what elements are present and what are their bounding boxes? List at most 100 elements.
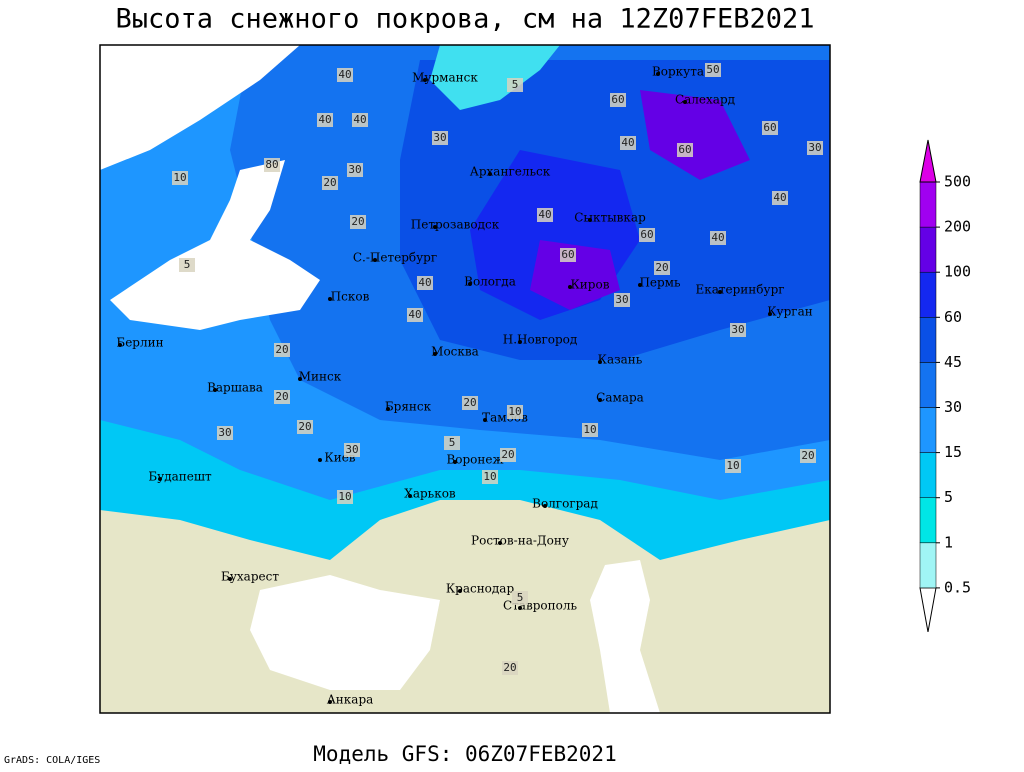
colorbar-band <box>919 452 937 498</box>
contour-label: 30 <box>615 293 628 306</box>
city-dot <box>518 606 522 610</box>
city-dot <box>543 504 547 508</box>
contour-label-box <box>705 63 721 77</box>
city-label: Курган <box>767 305 812 319</box>
colorbar-band <box>919 226 937 273</box>
city-label: Казань <box>598 353 643 367</box>
colorbar-high <box>919 139 937 183</box>
contour-label: 5 <box>184 258 191 271</box>
contour-label-box <box>582 423 598 437</box>
contour-label: 20 <box>501 448 514 461</box>
contour-label: 40 <box>621 136 634 149</box>
city-label: Воркута <box>652 65 704 79</box>
city-label: Пермь <box>639 276 681 290</box>
contour-label-box <box>317 113 333 127</box>
contour-label-box <box>482 470 498 484</box>
city-dot <box>498 541 502 545</box>
contour-label: 40 <box>338 68 351 81</box>
city-label: Анкара <box>327 693 374 707</box>
contour-label: 30 <box>808 141 821 154</box>
contour-label: 30 <box>433 131 446 144</box>
contour-label: 20 <box>655 261 668 274</box>
caspian-sea <box>590 560 660 713</box>
colorbar-label: 0.5 <box>944 578 971 596</box>
colorbar-band <box>919 181 937 228</box>
contour-label-box <box>417 276 433 290</box>
city-dot <box>483 418 487 422</box>
contour-label: 60 <box>611 93 624 106</box>
colorbar-label: 200 <box>944 218 971 236</box>
contour-label-box <box>444 436 460 450</box>
contour-label: 30 <box>348 163 361 176</box>
city-dot <box>298 377 302 381</box>
city-label: Салехард <box>675 93 735 107</box>
contour-label-box <box>507 405 523 419</box>
contour-label-box <box>807 141 823 155</box>
contour-label-box <box>639 228 655 242</box>
colorbar-label: 100 <box>944 263 971 281</box>
city-dot <box>118 343 122 347</box>
city-label: Псков <box>331 290 370 304</box>
contour-label-box <box>500 448 516 462</box>
contour-label: 40 <box>418 276 431 289</box>
colorbar-label: 15 <box>944 443 962 461</box>
snow-100b <box>640 90 750 180</box>
city-label: Варшава <box>207 381 263 395</box>
contour-label-box <box>350 215 366 229</box>
city-dot <box>328 297 332 301</box>
city-dot <box>638 283 642 287</box>
colorbar-band <box>919 271 937 318</box>
snow-100 <box>530 240 620 310</box>
contour-label: 80 <box>265 158 278 171</box>
city-label: Москва <box>431 345 479 359</box>
contour-label-box <box>217 426 233 440</box>
city-label: Краснодар <box>446 582 515 596</box>
colorbar-band <box>919 317 937 363</box>
city-label: Брянск <box>385 400 432 414</box>
city-label: Бухарест <box>221 570 279 584</box>
city-dot <box>768 312 772 316</box>
contour-label: 60 <box>561 248 574 261</box>
city-dot <box>468 282 472 286</box>
contour-label-box <box>772 191 788 205</box>
contour-label: 5 <box>517 591 524 604</box>
city-label: Минск <box>299 370 342 384</box>
city-label: Киров <box>571 278 610 292</box>
contour-label: 20 <box>801 449 814 462</box>
city-label: Берлин <box>116 336 163 350</box>
model-caption: Модель GFS: 06Z07FEB2021 <box>313 742 616 766</box>
baltic-sea <box>110 160 320 330</box>
contour-label: 20 <box>323 176 336 189</box>
contour-label: 10 <box>483 470 496 483</box>
contour-label: 10 <box>583 423 596 436</box>
contour-label: 60 <box>763 121 776 134</box>
contour-label: 50 <box>706 63 719 76</box>
contour-label-box <box>762 121 778 135</box>
colorbar-band <box>919 497 937 544</box>
city-label: Петрозаводск <box>411 218 500 232</box>
contour-label-box <box>502 661 518 675</box>
arctic-sea <box>100 45 300 170</box>
colorbar-band <box>919 362 937 408</box>
contour-label: 30 <box>218 426 231 439</box>
contour-label-box <box>274 390 290 404</box>
colorbar-band <box>919 542 937 589</box>
city-label: Волгоград <box>532 497 598 511</box>
contour-label: 20 <box>275 390 288 403</box>
contour-label-box <box>507 78 523 92</box>
contour-label: 10 <box>726 459 739 472</box>
title: Высота снежного покрова, см на 12Z07FEB2… <box>116 4 815 35</box>
city-label: Сыктывкар <box>574 211 646 225</box>
contour-label: 60 <box>678 143 691 156</box>
contour-label-box <box>614 293 630 307</box>
contour-label-box <box>710 231 726 245</box>
city-dot <box>588 218 592 222</box>
colorbar-label: 5 <box>944 488 953 506</box>
city-label: Будапешт <box>148 470 212 484</box>
contour-label: 40 <box>318 113 331 126</box>
city-dot <box>433 352 437 356</box>
city-dot <box>656 72 660 76</box>
contour-label: 20 <box>351 215 364 228</box>
city-dot <box>228 577 232 581</box>
